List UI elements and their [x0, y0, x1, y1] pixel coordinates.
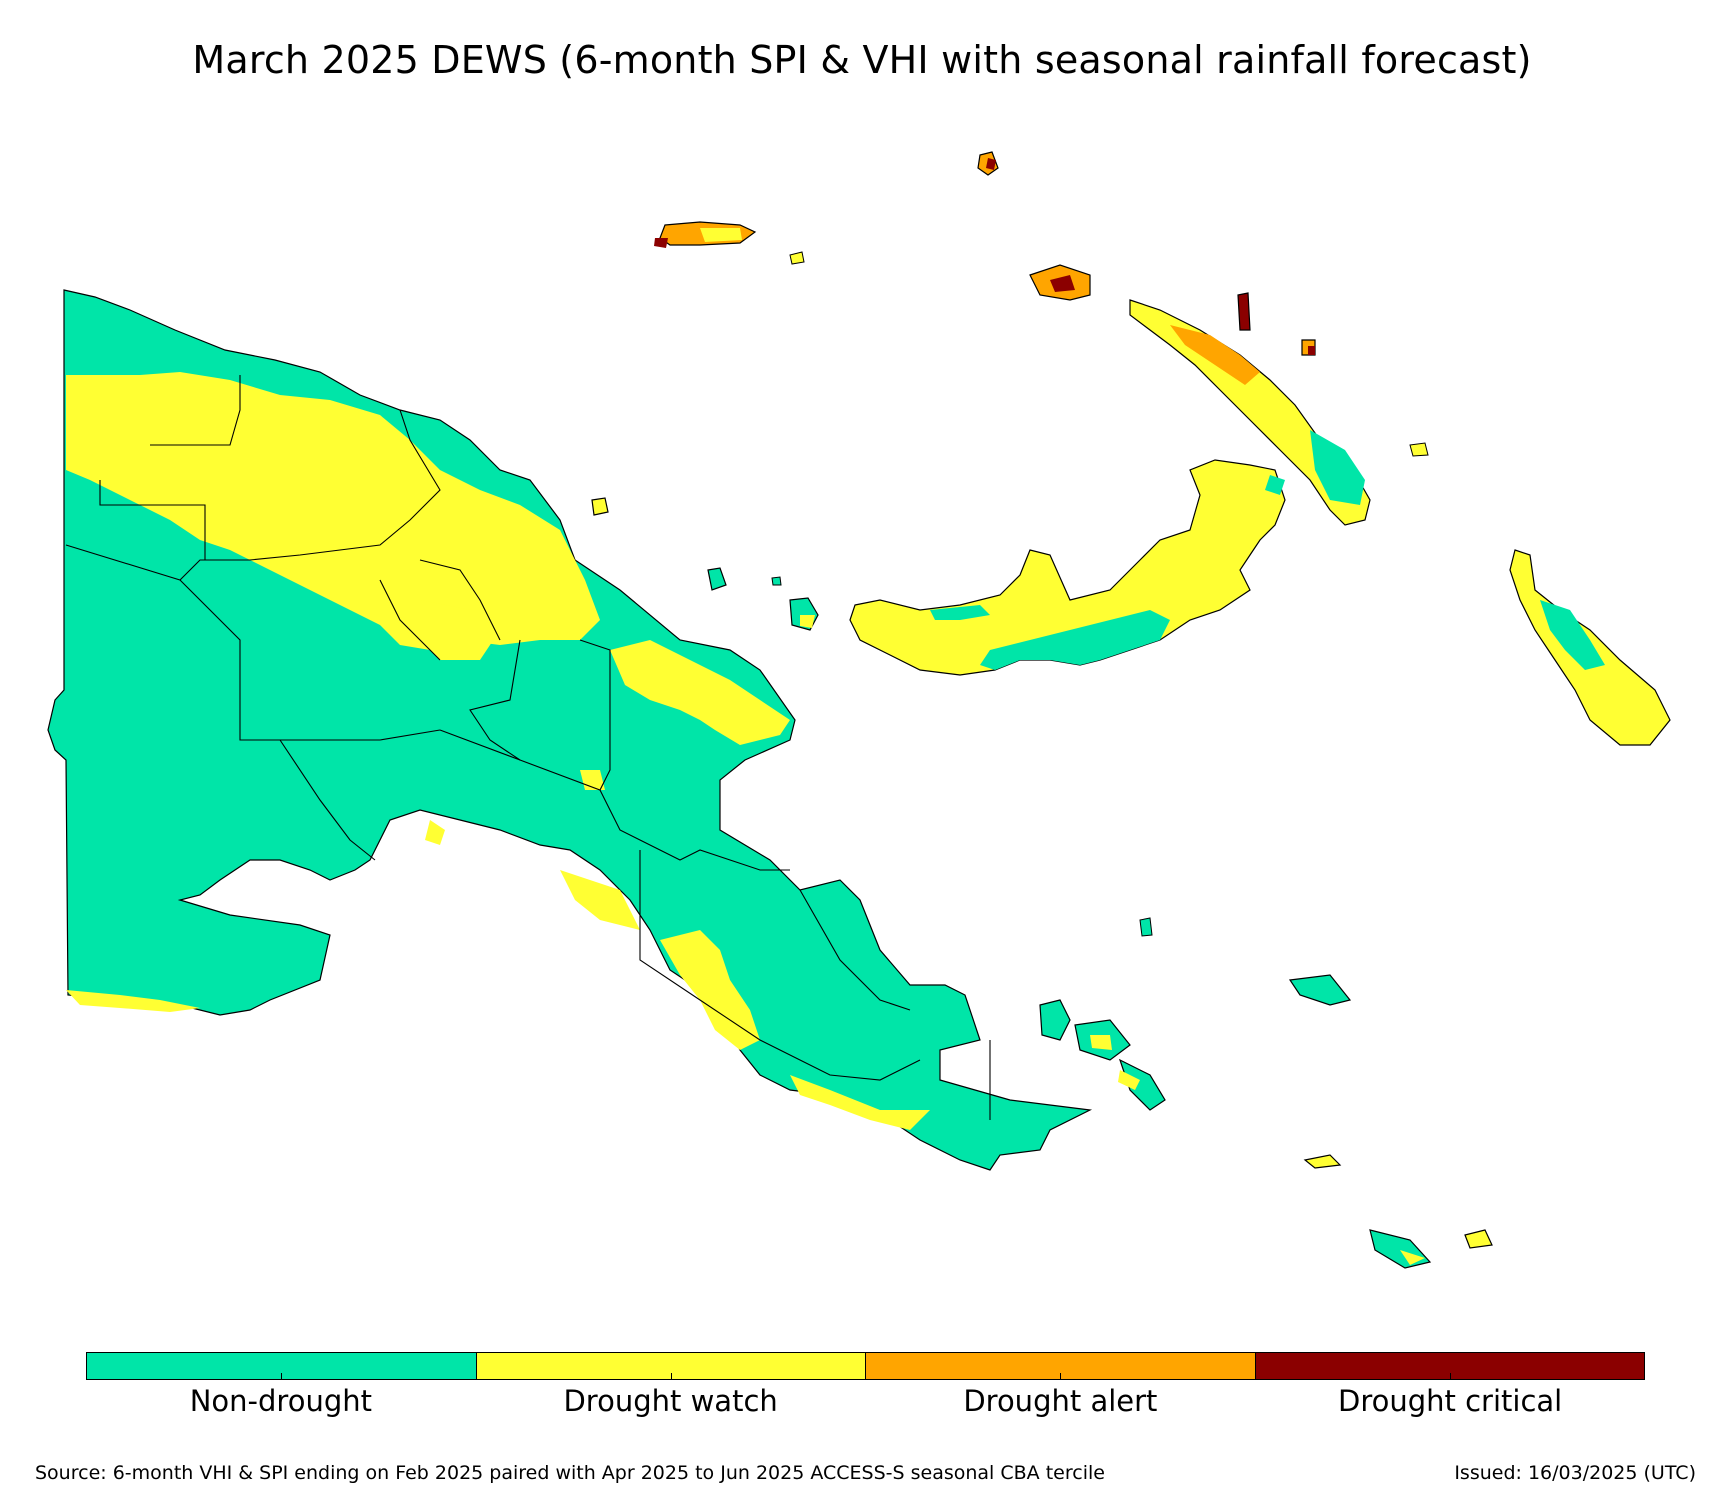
umboi-watch: [591, 497, 609, 516]
new-britain-island: [849, 459, 1286, 676]
manus: [654, 221, 757, 248]
new-ireland: [1129, 299, 1371, 526]
new-britain-green-east: [1265, 475, 1285, 495]
legend-swatch-drought-alert: [865, 1353, 1255, 1379]
drought-map: [47, 151, 1671, 1269]
watch-zone-oro: [660, 930, 760, 1050]
karkar-watch: [800, 615, 815, 628]
mussau-critical: [986, 158, 996, 170]
legend-colorbar: [86, 1352, 1645, 1380]
legend-label-drought-critical: Drought critical: [1338, 1384, 1563, 1418]
mainland: [47, 289, 1093, 1171]
coastal-islands: [591, 497, 819, 631]
new-hanover: [1029, 264, 1091, 301]
watch-zone-west-coast: [66, 990, 200, 1012]
new-britain-green-south: [980, 610, 1170, 670]
issued-date: Issued: 16/03/2025 (UTC): [1454, 1462, 1696, 1484]
misima-island: [1303, 1154, 1342, 1169]
rossel-island: [1464, 1229, 1493, 1249]
bougainville-green: [1540, 600, 1605, 670]
woodlark-island: [1369, 1229, 1432, 1269]
goodenough-island: [1039, 999, 1071, 1041]
manam-island: [771, 576, 782, 586]
islet-s1: [1139, 917, 1153, 937]
new-britain-green-north: [930, 605, 990, 620]
legend-labels: Non-drought Drought watch Drought alert …: [86, 1384, 1645, 1418]
watch-zone-east-pocket: [560, 870, 640, 930]
legend-swatch-drought-watch: [475, 1353, 865, 1379]
islet-n2: [1409, 442, 1429, 457]
lihir-critical: [1308, 346, 1315, 355]
normanby-watch: [1118, 1070, 1140, 1090]
long-island: [707, 567, 727, 591]
watch-zone-madang: [610, 640, 790, 745]
tabar-island: [1237, 292, 1251, 331]
fergusson-watch: [1090, 1035, 1112, 1050]
new-ireland-green-tip: [1310, 430, 1365, 505]
manus-watch: [700, 228, 742, 242]
woodlark-watch: [1400, 1250, 1425, 1265]
map-title: March 2025 DEWS (6-month SPI & VHI with …: [192, 38, 1532, 82]
legend-label-drought-alert: Drought alert: [963, 1384, 1158, 1418]
new-britain: [849, 459, 1286, 676]
north-islands: [789, 151, 1429, 457]
watch-zone-coast-south: [790, 1075, 930, 1130]
new-ireland-island: [1129, 299, 1371, 526]
legend-label-non-drought: Non-drought: [189, 1384, 372, 1418]
bougainville: [1509, 549, 1671, 746]
legend-swatch-drought-critical: [1254, 1353, 1644, 1379]
milne-bay-islands: [1039, 917, 1493, 1269]
source-note: Source: 6-month VHI & SPI ending on Feb …: [35, 1462, 1105, 1484]
watch-zone-gulf: [425, 820, 445, 845]
province-boundaries: [65, 375, 991, 1120]
trobriand-island: [1288, 974, 1352, 1006]
new-ireland-alert: [1170, 325, 1260, 385]
manus-critical: [654, 238, 668, 248]
legend-swatch-non-drought: [87, 1353, 476, 1379]
legend-label-drought-watch: Drought watch: [563, 1384, 778, 1418]
watch-zone-central: [420, 600, 500, 660]
islet-n1: [789, 251, 805, 265]
new-hanover-critical: [1050, 275, 1075, 292]
